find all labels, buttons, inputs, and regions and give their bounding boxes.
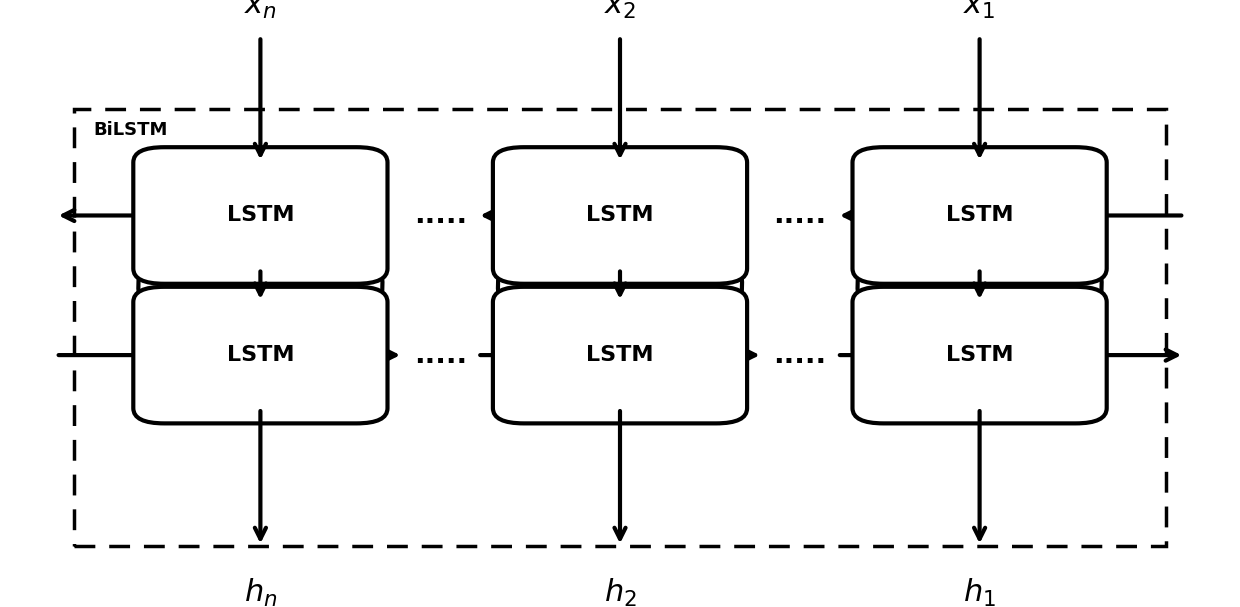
Text: .....: ..... [414, 202, 466, 229]
FancyArrowPatch shape [360, 350, 396, 361]
FancyBboxPatch shape [134, 287, 387, 424]
FancyArrowPatch shape [712, 221, 742, 353]
Bar [74, 109, 1166, 546]
FancyArrowPatch shape [858, 217, 888, 350]
FancyArrowPatch shape [58, 350, 157, 361]
Text: .....: ..... [414, 341, 466, 369]
FancyArrowPatch shape [139, 217, 169, 350]
Text: LSTM: LSTM [587, 206, 653, 225]
Text: $h_{n}$: $h_{n}$ [244, 577, 277, 607]
FancyArrowPatch shape [498, 217, 528, 350]
Text: $x_{1}$: $x_{1}$ [963, 0, 996, 21]
FancyArrowPatch shape [839, 350, 877, 361]
Text: LSTM: LSTM [227, 206, 294, 225]
Text: LSTM: LSTM [946, 345, 1013, 365]
FancyArrowPatch shape [1071, 221, 1101, 353]
FancyArrowPatch shape [480, 350, 517, 361]
FancyArrowPatch shape [719, 350, 755, 361]
FancyBboxPatch shape [492, 287, 746, 424]
Text: .....: ..... [774, 341, 826, 369]
FancyArrowPatch shape [630, 378, 713, 414]
FancyBboxPatch shape [853, 148, 1107, 284]
FancyArrowPatch shape [63, 210, 161, 221]
FancyArrowPatch shape [270, 378, 353, 414]
FancyBboxPatch shape [853, 287, 1107, 424]
Text: .....: ..... [774, 202, 826, 229]
Text: LSTM: LSTM [227, 345, 294, 365]
FancyArrowPatch shape [352, 221, 382, 353]
Text: $x_{n}$: $x_{n}$ [244, 0, 277, 21]
FancyArrowPatch shape [1083, 210, 1182, 221]
FancyArrowPatch shape [990, 378, 1073, 414]
FancyArrowPatch shape [844, 210, 880, 221]
FancyBboxPatch shape [492, 148, 746, 284]
Text: $h_{1}$: $h_{1}$ [963, 577, 996, 607]
Text: $x_{2}$: $x_{2}$ [604, 0, 636, 21]
Text: $h_{2}$: $h_{2}$ [604, 577, 636, 607]
FancyArrowPatch shape [485, 210, 521, 221]
FancyArrowPatch shape [1079, 350, 1177, 361]
Text: LSTM: LSTM [946, 206, 1013, 225]
Text: LSTM: LSTM [587, 345, 653, 365]
Text: BiLSTM: BiLSTM [93, 121, 167, 140]
FancyBboxPatch shape [134, 148, 387, 284]
